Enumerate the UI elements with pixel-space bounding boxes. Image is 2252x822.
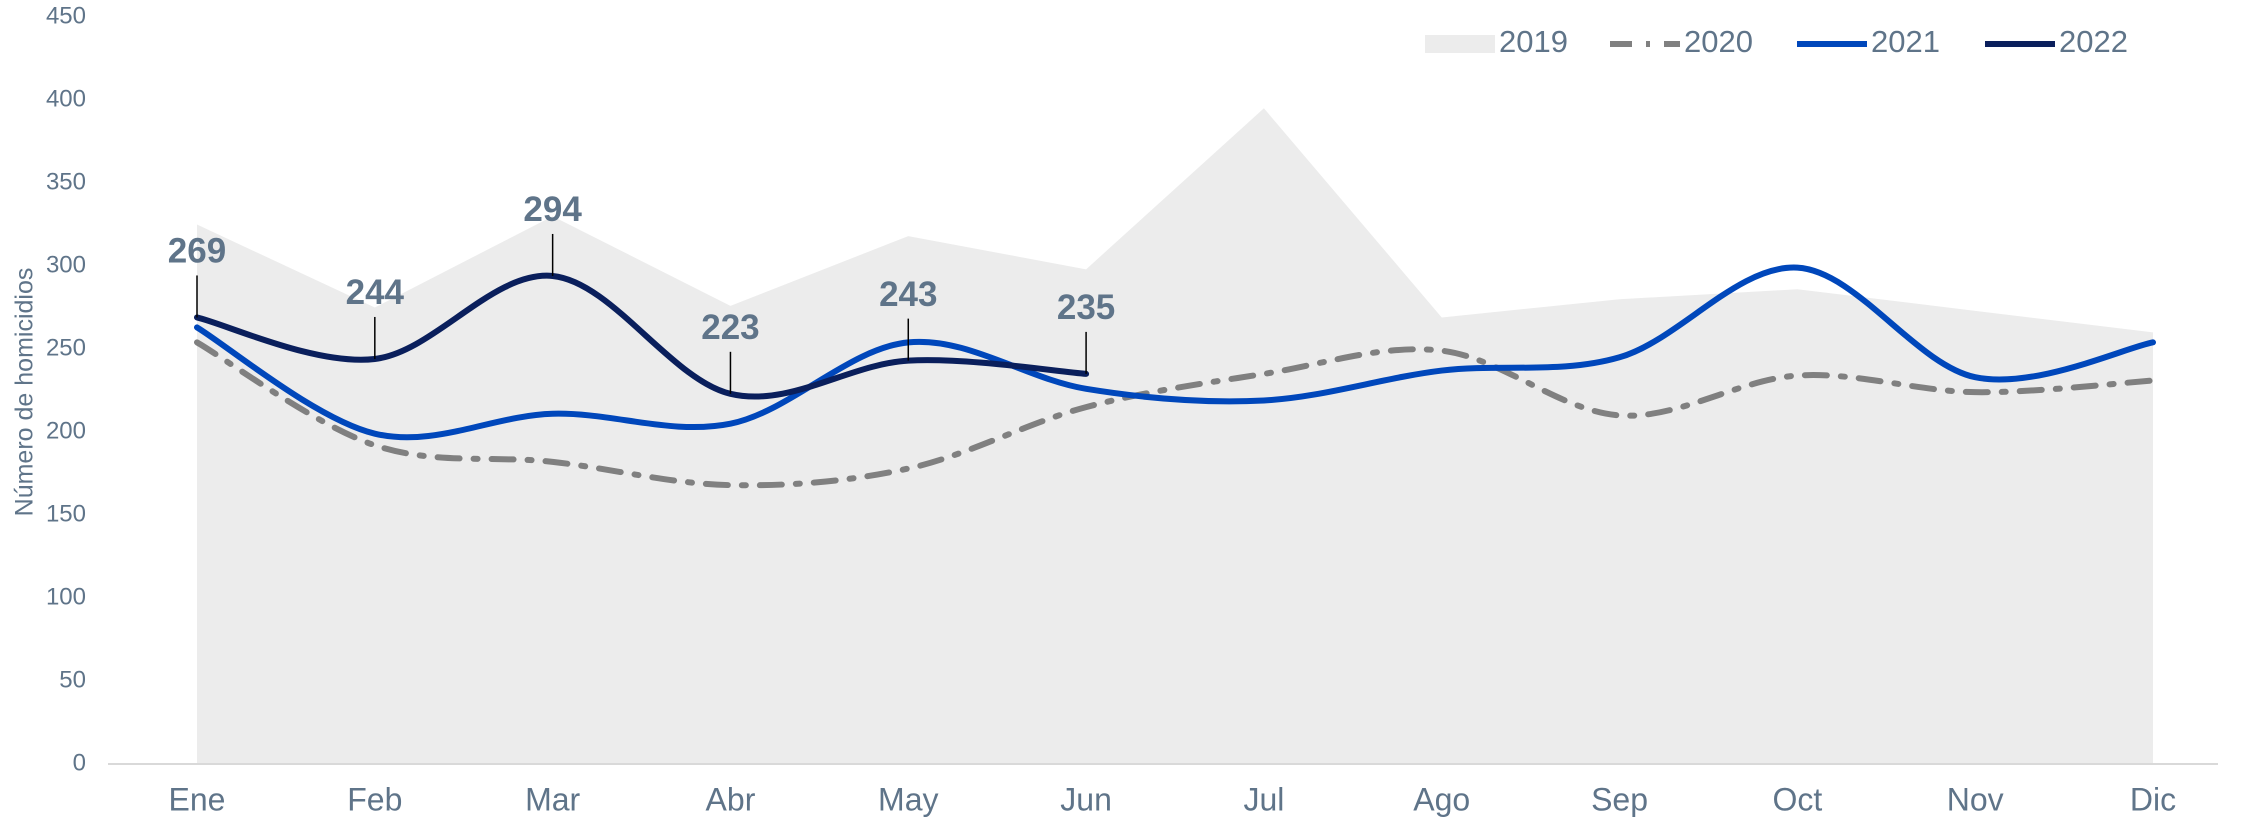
y-axis-title: Número de homicidios — [11, 268, 39, 517]
y-tick-label: 400 — [46, 85, 86, 112]
y-tick-label: 50 — [59, 666, 86, 693]
data-label: 294 — [523, 190, 582, 229]
data-label: 243 — [879, 275, 937, 314]
area-layer — [197, 108, 2153, 765]
data-label: 244 — [346, 273, 405, 312]
x-tick-label: Ene — [169, 781, 226, 817]
area — [197, 108, 2153, 765]
data-label: 269 — [168, 232, 226, 271]
x-tick-label: Abr — [706, 781, 756, 817]
legend-swatch — [1425, 35, 1495, 53]
data-label: 223 — [701, 308, 759, 347]
x-tick-label: Sep — [1591, 781, 1648, 817]
legend-label: 2019 — [1499, 24, 1568, 59]
y-tick-label: 300 — [46, 251, 86, 278]
line-layer — [194, 264, 2156, 489]
y-tick-label: 350 — [46, 168, 86, 195]
legend-label: 2021 — [1871, 24, 1940, 59]
line — [194, 272, 1090, 400]
x-tick-label: Oct — [1772, 781, 1822, 817]
y-tick-label: 0 — [73, 749, 86, 776]
legend-label: 2022 — [2059, 24, 2128, 59]
y-tick-label: 150 — [46, 500, 86, 527]
x-tick-label: Nov — [1947, 781, 2004, 817]
x-tick-label: Jul — [1243, 781, 1284, 817]
y-tick-label: 100 — [46, 583, 86, 610]
x-tick-label: Dic — [2130, 781, 2176, 817]
line — [194, 339, 2156, 489]
x-tick-label: Mar — [525, 781, 580, 817]
x-tick-label: Ago — [1413, 781, 1470, 817]
x-tick-label: Jun — [1060, 781, 1112, 817]
legend-label: 2020 — [1684, 24, 1753, 59]
data-label: 235 — [1057, 288, 1115, 327]
line — [194, 264, 2156, 441]
x-tick-label: May — [878, 781, 938, 817]
y-tick-label: 250 — [46, 334, 86, 361]
x-tick-label: Feb — [347, 781, 402, 817]
y-tick-label: 450 — [46, 2, 86, 29]
y-tick-label: 200 — [46, 417, 86, 444]
